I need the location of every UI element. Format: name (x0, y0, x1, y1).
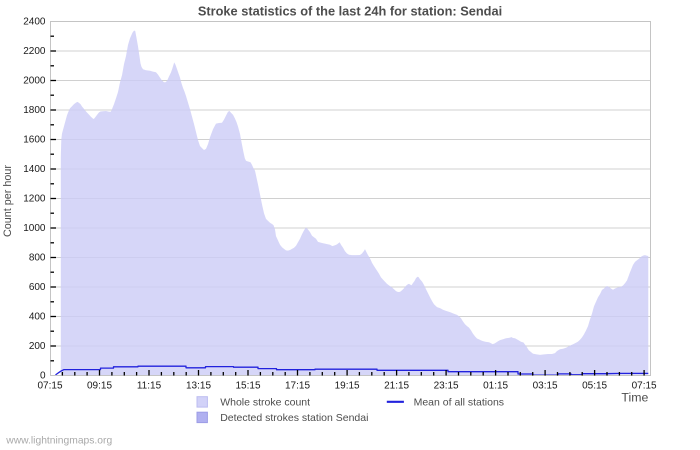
svg-text:Detected strokes station Senda: Detected strokes station Sendai (220, 412, 368, 424)
svg-text:2000: 2000 (23, 75, 46, 86)
svg-text:01:15: 01:15 (483, 381, 508, 392)
svg-text:Stroke statistics of the last: Stroke statistics of the last 24h for st… (198, 3, 502, 18)
svg-text:03:15: 03:15 (533, 381, 558, 392)
svg-text:www.lightningmaps.org: www.lightningmaps.org (5, 436, 112, 447)
svg-text:11:15: 11:15 (137, 381, 162, 392)
svg-text:400: 400 (29, 311, 46, 322)
svg-text:1000: 1000 (23, 223, 46, 234)
svg-text:09:15: 09:15 (87, 381, 112, 392)
svg-text:1600: 1600 (23, 134, 46, 145)
svg-text:23:15: 23:15 (434, 381, 459, 392)
svg-text:200: 200 (29, 341, 46, 352)
svg-text:1800: 1800 (23, 105, 46, 116)
svg-text:05:15: 05:15 (582, 381, 607, 392)
svg-text:21:15: 21:15 (384, 381, 409, 392)
svg-text:1200: 1200 (23, 193, 46, 204)
svg-text:15:15: 15:15 (235, 381, 260, 392)
svg-text:600: 600 (29, 282, 46, 293)
svg-text:Whole stroke count: Whole stroke count (220, 397, 310, 409)
svg-text:2200: 2200 (23, 46, 46, 57)
svg-text:Mean of all stations: Mean of all stations (414, 397, 504, 409)
svg-text:07:15: 07:15 (632, 381, 657, 392)
svg-text:800: 800 (29, 252, 46, 263)
svg-text:1400: 1400 (23, 164, 46, 175)
svg-text:Time: Time (621, 390, 648, 404)
svg-text:07:15: 07:15 (37, 381, 62, 392)
svg-text:2400: 2400 (23, 16, 46, 27)
svg-text:17:15: 17:15 (285, 381, 310, 392)
svg-text:13:15: 13:15 (186, 381, 211, 392)
svg-text:0: 0 (40, 370, 46, 381)
svg-text:Count per hour: Count per hour (2, 165, 14, 237)
svg-text:19:15: 19:15 (335, 381, 360, 392)
